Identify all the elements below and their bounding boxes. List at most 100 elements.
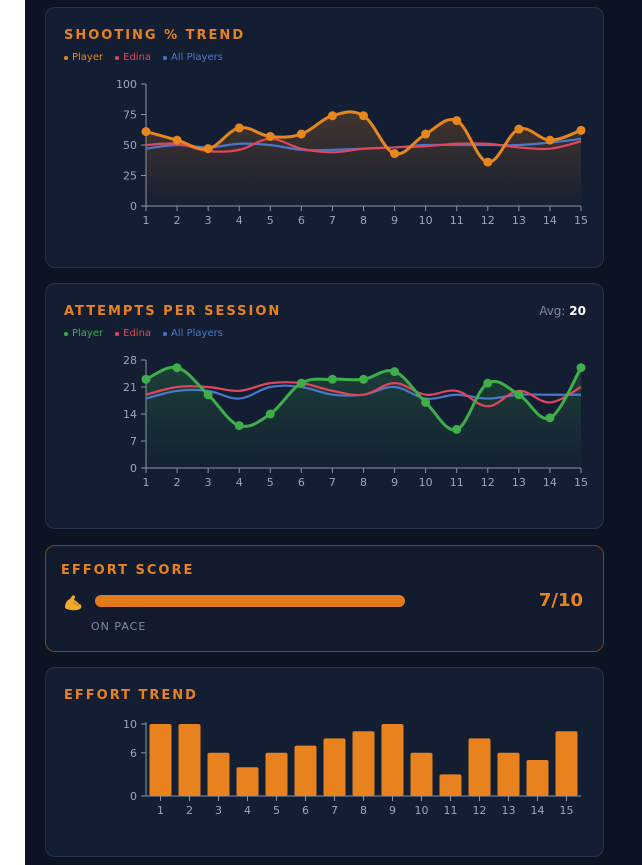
avg-value: 20	[569, 304, 586, 318]
effort-bar	[352, 731, 375, 796]
player-data-point	[452, 424, 462, 434]
x-tick-label: 13	[512, 214, 526, 227]
y-tick-label: 0	[130, 790, 137, 803]
player-data-point	[545, 135, 555, 145]
x-tick-label: 6	[298, 214, 305, 227]
player-area-fill	[146, 367, 581, 468]
avg-label: Avg:	[539, 304, 566, 318]
x-tick-label: 7	[329, 476, 336, 489]
x-tick-label: 11	[450, 214, 464, 227]
effort-status: ON PACE	[91, 620, 147, 633]
effort-bar	[381, 724, 404, 796]
x-tick-label: 2	[174, 214, 181, 227]
x-tick-label: 4	[244, 804, 251, 817]
x-tick-label: 9	[391, 476, 398, 489]
x-tick-label: 15	[574, 476, 588, 489]
x-tick-label: 11	[444, 804, 458, 817]
legend-dot-all-players	[163, 331, 168, 336]
player-data-point	[172, 363, 182, 373]
x-tick-label: 5	[273, 804, 280, 817]
player-data-point	[576, 125, 586, 135]
y-tick-label: 14	[123, 408, 137, 421]
player-data-point	[296, 129, 306, 139]
effort-bar	[410, 752, 433, 796]
x-tick-label: 10	[419, 214, 433, 227]
legend-item-all-players: All Players	[163, 328, 223, 339]
legend-label-player: Player	[72, 328, 104, 339]
legend-dot-player	[64, 331, 68, 336]
x-tick-label: 8	[360, 476, 367, 489]
effort-progress-track	[95, 595, 405, 607]
effort-bar	[497, 752, 520, 796]
y-tick-label: 28	[123, 354, 137, 367]
x-tick-label: 5	[267, 214, 274, 227]
y-tick-label: 21	[123, 381, 137, 394]
x-tick-label: 2	[186, 804, 193, 817]
y-tick-label: 75	[123, 109, 137, 122]
player-area-fill	[146, 111, 581, 206]
effort-bar	[526, 760, 549, 796]
x-tick-label: 4	[236, 214, 243, 227]
x-tick-label: 5	[267, 476, 274, 489]
effort-bar	[236, 767, 259, 796]
x-tick-label: 1	[143, 214, 150, 227]
x-tick-label: 14	[543, 214, 557, 227]
effort-bar	[149, 724, 172, 796]
effort-trend-card: EFFORT TREND 0 6 10 1 2 3 4 5 6 7 8 9 10 11 12 13 14 15	[45, 667, 604, 857]
x-tick-label: 12	[481, 214, 495, 227]
y-tick-label: 25	[123, 170, 137, 183]
effort-score-title: EFFORT SCORE	[61, 563, 195, 578]
x-tick-label: 3	[215, 804, 222, 817]
effort-bar	[555, 731, 578, 796]
shooting-trend-title: SHOOTING % TREND	[64, 28, 246, 43]
y-tick-label: 10	[123, 718, 137, 731]
player-data-point	[327, 374, 337, 384]
x-tick-label: 6	[298, 476, 305, 489]
x-tick-label: 13	[512, 476, 526, 489]
player-data-point	[359, 374, 368, 384]
effort-bar	[178, 724, 201, 796]
legend-dot-edina	[115, 331, 120, 336]
series-line-edina	[145, 381, 582, 408]
attempts-legend: Player Edina All Players	[64, 328, 223, 339]
x-tick-label: 9	[391, 214, 398, 227]
legend-item-edina: Edina	[115, 52, 151, 63]
player-data-point	[203, 390, 213, 400]
x-tick-label: 12	[481, 476, 495, 489]
flexed-biceps-icon	[65, 595, 82, 611]
effort-progress-fill	[95, 595, 405, 607]
x-tick-label: 9	[389, 804, 396, 817]
legend-label-edina: Edina	[123, 328, 152, 339]
x-tick-label: 1	[143, 476, 150, 489]
effort-bar	[439, 774, 462, 796]
player-data-point	[390, 149, 400, 159]
player-data-point	[390, 367, 400, 377]
legend-item-player: Player	[64, 328, 103, 339]
y-tick-label: 0	[130, 462, 137, 475]
player-data-point	[141, 127, 151, 137]
y-tick-label: 7	[130, 435, 137, 448]
player-data-point	[265, 409, 275, 419]
app-background: SHOOTING % TREND Player Edina All Player…	[25, 0, 642, 865]
player-data-point	[514, 390, 524, 400]
legend-label-edina: Edina	[123, 52, 152, 63]
player-data-point	[514, 124, 524, 134]
player-data-point	[265, 131, 275, 141]
x-tick-label: 10	[419, 476, 433, 489]
legend-label-player: Player	[72, 52, 104, 63]
x-tick-label: 14	[531, 804, 545, 817]
x-tick-label: 7	[331, 804, 338, 817]
attempts-card: ATTEMPTS PER SESSION Avg: 20 Player Edin…	[45, 283, 604, 529]
player-data-point	[296, 378, 306, 388]
x-tick-label: 6	[302, 804, 309, 817]
x-tick-label: 11	[450, 476, 464, 489]
player-data-point	[327, 111, 337, 121]
player-data-point	[141, 374, 151, 384]
series-line-edina	[145, 137, 582, 154]
player-data-point	[203, 144, 213, 154]
player-data-point	[576, 363, 586, 373]
legend-dot-edina	[115, 55, 120, 60]
